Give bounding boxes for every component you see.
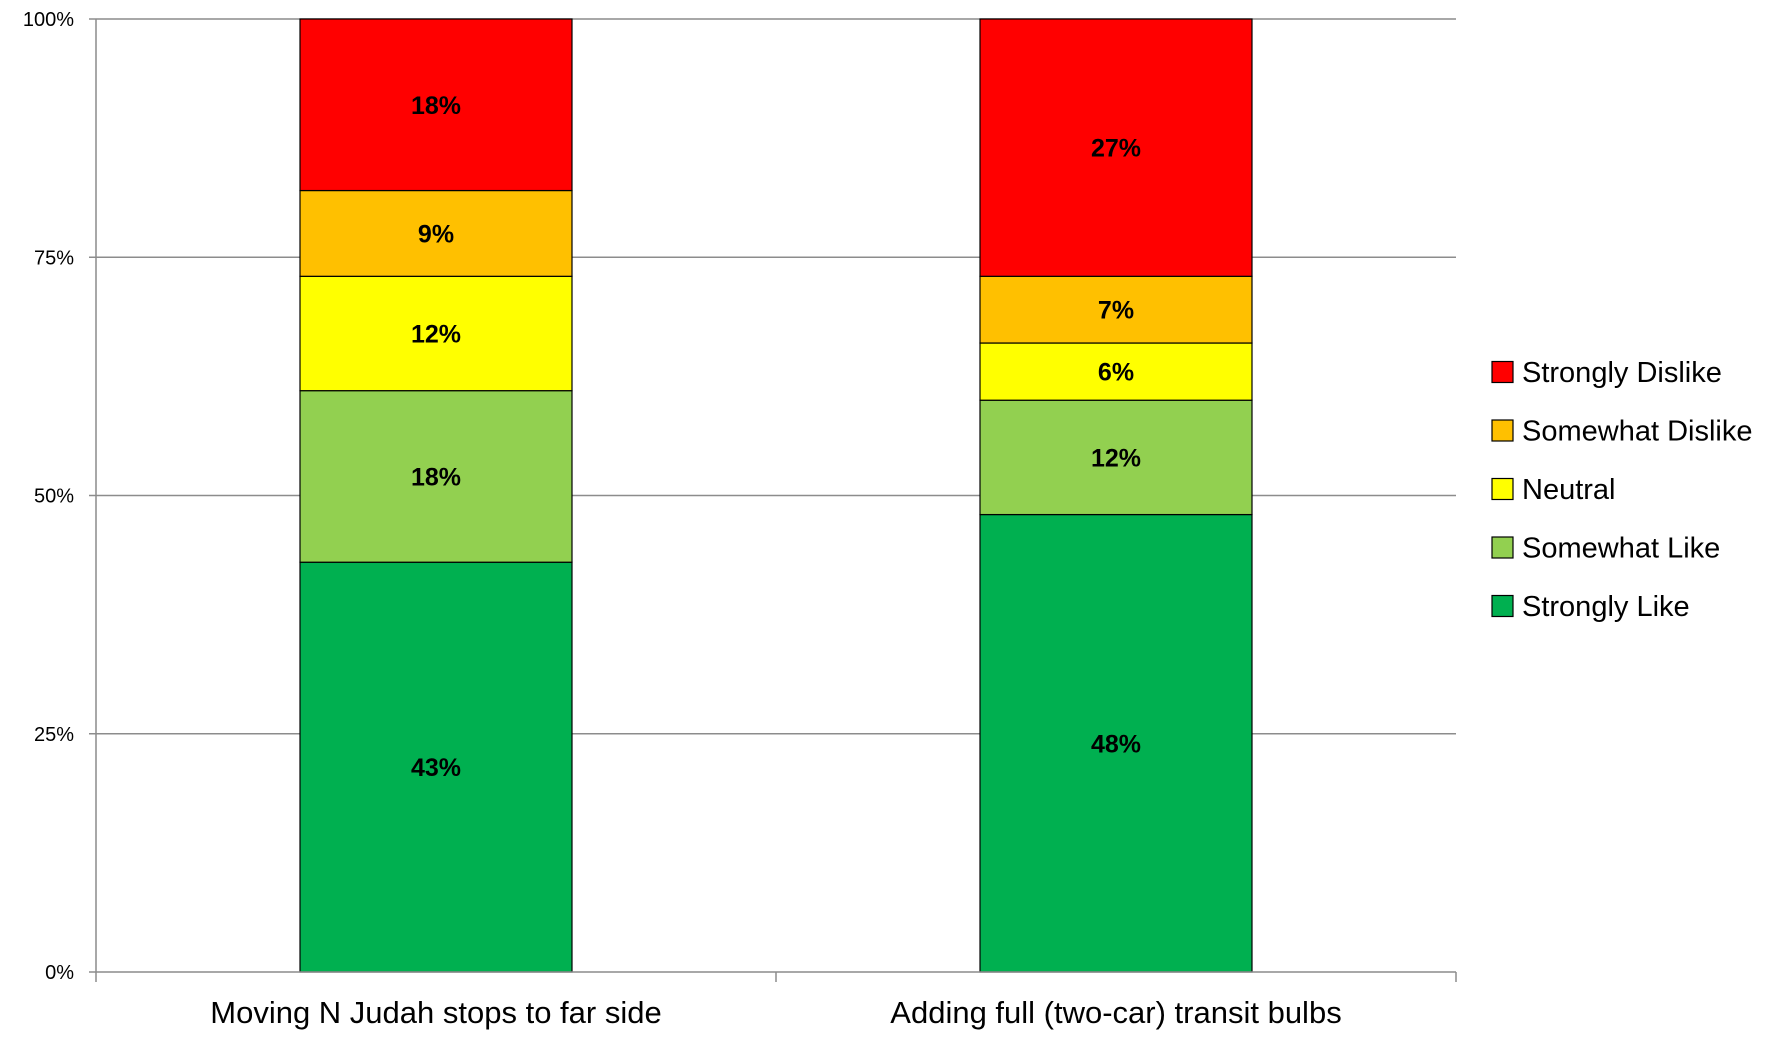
axes: 0% 25% 50% 75% 100% Moving N Judah stops to f… [23, 9, 1457, 1030]
legend-label: Somewhat Dislike [1522, 416, 1752, 448]
bar-segment [299, 275, 573, 392]
bar-segment [299, 18, 573, 192]
y-tick-label: 0% [45, 962, 74, 984]
x-category-label: Adding full (two-car) transit bulbs [890, 995, 1341, 1030]
data-label: 7% [1098, 297, 1134, 325]
legend: Strongly Dislike Somewhat Dislike Neutral S… [1491, 357, 1752, 623]
data-label: 6% [1098, 359, 1134, 387]
y-tick-label: 100% [23, 9, 74, 31]
data-label: 9% [418, 220, 454, 248]
bar-segment [979, 399, 1253, 516]
bar-segment [299, 189, 573, 277]
legend-label: Somewhat Like [1522, 533, 1720, 565]
legend-label: Neutral [1522, 474, 1616, 506]
data-label: 48% [1091, 730, 1141, 758]
bar-segment [299, 390, 573, 563]
data-label: 18% [411, 92, 461, 120]
y-tick-label: 75% [34, 247, 74, 269]
bar-segment [979, 18, 1253, 277]
legend-swatch [1491, 360, 1514, 384]
legend-label: Strongly Like [1522, 591, 1690, 623]
legend-swatch [1491, 594, 1514, 618]
y-tick-label: 50% [34, 486, 74, 508]
legend-swatch [1491, 536, 1514, 559]
bar-segment [979, 342, 1253, 401]
bar-segment [979, 275, 1253, 344]
y-tick-label: 25% [34, 724, 74, 746]
bar-segment [299, 561, 573, 973]
legend-swatch [1491, 477, 1514, 501]
data-label: 27% [1091, 135, 1141, 163]
x-category-label: Moving N Judah stops to far side [210, 995, 661, 1030]
data-label: 12% [1091, 444, 1141, 472]
bars: 43% 18% 12% 9% 18% 48% 12% 6% 7% 27% [299, 18, 1253, 973]
legend-swatch [1491, 419, 1514, 442]
data-label: 43% [411, 754, 461, 782]
legend-label: Strongly Dislike [1522, 357, 1722, 389]
data-label: 18% [411, 463, 461, 491]
data-label: 12% [411, 320, 461, 348]
